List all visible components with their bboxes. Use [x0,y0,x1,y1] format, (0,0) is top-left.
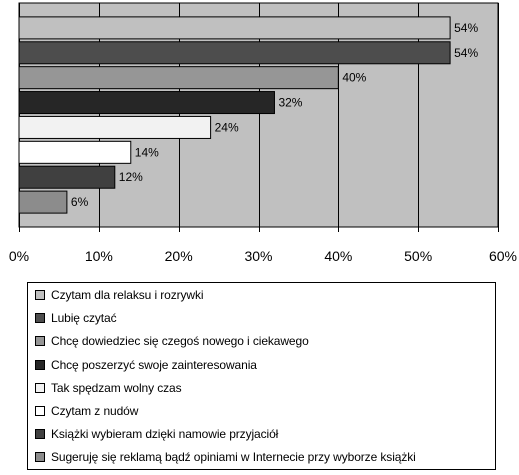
legend-swatch [35,382,45,393]
bar [18,66,339,90]
legend-swatch [35,406,45,416]
legend-item: Lubię czytać [35,311,117,325]
chart-legend: Czytam dla relaksu i rozrywki Lubię czyta… [27,282,496,470]
legend-label: Chcę poszerzyć swoje zainteresowania [51,357,257,372]
legend-item: Tak spędzam wolny czas [35,381,182,395]
x-tick-label: 30% [244,248,272,264]
bar [18,16,451,40]
x-tick-label: 40% [324,248,352,264]
bar-value-label: 40% [342,71,366,85]
legend-label: Czytam z nudów [51,404,139,418]
legend-label: Tak spędzam wolny czas [51,380,182,395]
legend-label: Sugeruję się reklamą bądź opiniami w Int… [51,450,416,465]
legend-swatch [35,429,45,440]
bar [18,165,116,189]
bar-value-label: 54% [454,46,478,60]
legend-swatch [35,313,45,324]
bar [18,190,68,214]
legend-label: Książki wybieram dzięki namowie przyjaci… [51,427,279,442]
legend-item: Sugeruję się reklamą bądź opiniami w Int… [35,450,416,464]
bar [18,91,275,115]
bar [18,115,212,139]
bar-value-label: 6% [71,195,89,209]
legend-item: Czytam dla relaksu i rozrywki [35,288,204,302]
bar-chart: 0% 10% 20% 30% 40% 50% 60% 54% 54% 40% 32% 24% 14% 1… [9,2,517,264]
x-tick-label: 20% [165,248,193,264]
bar [18,140,132,164]
bar-value-label: 54% [454,21,478,35]
bar-value-label: 14% [135,145,159,159]
legend-label: Chcę dowiedziec się czegoś nowego i ciek… [51,334,309,349]
legend-item: Chcę dowiedziec się czegoś nowego i ciek… [35,334,309,348]
x-tick-label: 60% [489,248,517,264]
x-tick-label: 50% [404,248,432,264]
x-tick-label: 0% [9,248,29,264]
bar-value-label: 32% [278,96,302,110]
bar-value-label: 24% [215,120,239,134]
x-tick-label: 10% [85,248,113,264]
legend-swatch [35,359,45,370]
legend-swatch [35,336,45,347]
legend-label: Czytam dla relaksu i rozrywki [51,288,204,302]
legend-item: Czytam z nudów [35,404,138,418]
legend-label: Lubię czytać [51,311,117,326]
bar-value-label: 12% [119,170,143,184]
legend-swatch [35,290,45,300]
legend-item: Książki wybieram dzięki namowie przyjaci… [35,427,278,441]
bar [18,41,451,65]
legend-item: Chcę poszerzyć swoje zainteresowania [35,358,257,372]
legend-swatch [35,452,45,463]
